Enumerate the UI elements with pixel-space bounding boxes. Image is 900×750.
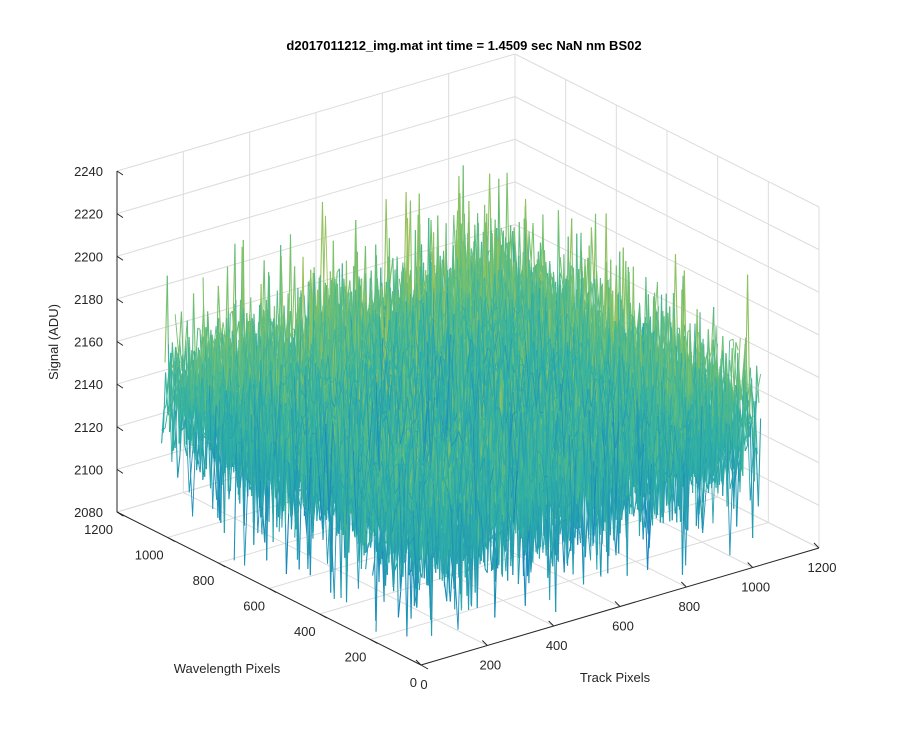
- grid-line: [514, 96, 820, 251]
- grid-line: [514, 138, 820, 293]
- surface-mesh-segment: [197, 327, 201, 330]
- surface-mesh-segment: [164, 275, 168, 363]
- surface-mesh-segment: [169, 364, 174, 372]
- surface-mesh-segment: [176, 356, 180, 443]
- grid-line: [370, 522, 769, 640]
- grid-line: [514, 53, 820, 208]
- grid-line: [116, 96, 516, 215]
- surface-mesh-segment: [179, 340, 183, 371]
- surface-mesh-segment: [178, 311, 182, 351]
- grid-line: [514, 224, 820, 378]
- grid-line: [116, 224, 516, 342]
- grid-line: [116, 138, 516, 257]
- grid-line: [116, 181, 516, 300]
- surface-mesh-segment: [162, 372, 167, 433]
- surface-mesh-segment: [375, 311, 379, 314]
- surface-mesh-segment: [217, 285, 222, 333]
- surface-mesh-segment: [177, 455, 181, 478]
- surface: [161, 165, 762, 637]
- grid-line: [514, 181, 820, 336]
- grid-line: [116, 53, 516, 172]
- surface-mesh-segment: [530, 223, 534, 270]
- surface-mesh-segment: [166, 370, 170, 394]
